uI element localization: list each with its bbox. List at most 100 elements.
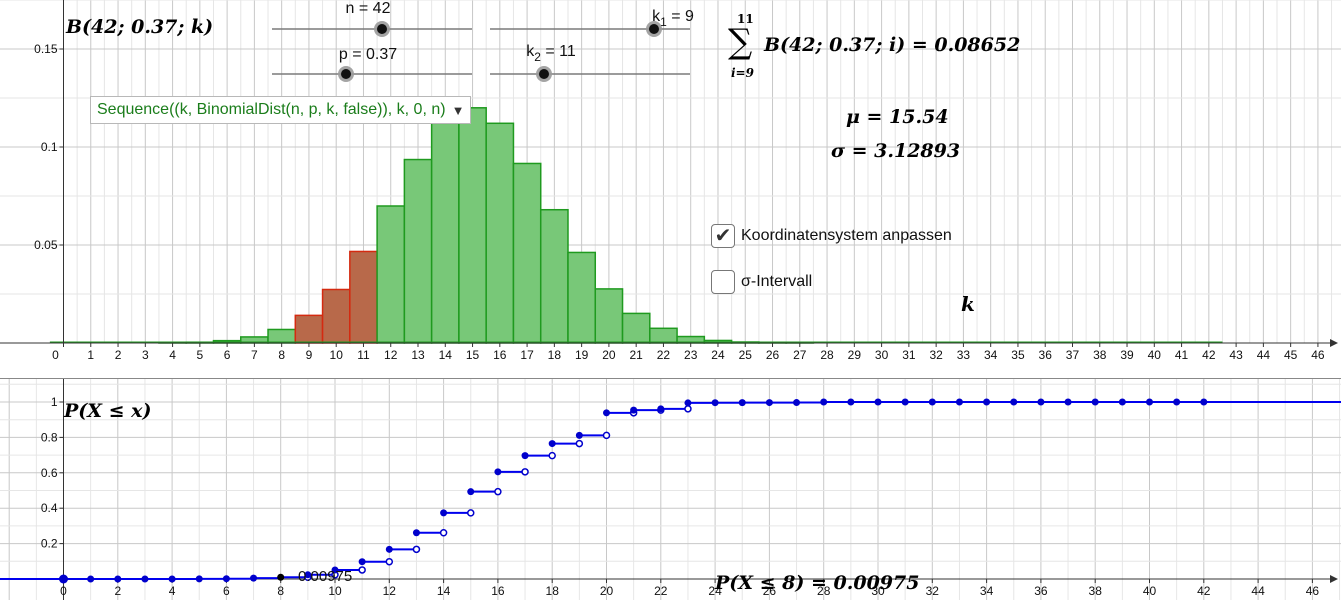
histogram-bar[interactable]	[349, 250, 378, 344]
top-x-tick-label: 45	[1284, 348, 1298, 362]
cdf-point[interactable]	[168, 575, 176, 583]
cumulative-distribution-panel[interactable]: 0 2 4 6 8 10 12 14 16 18 20 22 24 26 28 30 32 34 36 38 40 42 4…	[0, 378, 1341, 600]
top-x-tick-label: 28	[820, 348, 834, 362]
histogram-bar[interactable]	[376, 205, 406, 344]
cdf-point[interactable]	[955, 398, 963, 406]
cdf-point[interactable]	[331, 566, 339, 574]
slider-knob[interactable]	[341, 69, 351, 79]
cdf-point[interactable]	[385, 545, 393, 553]
cdf-point[interactable]	[548, 440, 556, 448]
cdf-point[interactable]	[874, 398, 882, 406]
histogram-bar[interactable]	[594, 288, 624, 344]
bottom-x-tick-label: 2	[114, 584, 121, 598]
cdf-point[interactable]	[1037, 398, 1045, 406]
histogram-bar[interactable]	[649, 327, 678, 344]
cdf-point[interactable]	[250, 574, 258, 582]
histogram-bar[interactable]	[267, 328, 297, 344]
cdf-point[interactable]	[412, 529, 420, 537]
cdf-point[interactable]	[1010, 398, 1018, 406]
checkbox-box[interactable]	[711, 270, 735, 294]
cdf-point[interactable]	[1064, 398, 1072, 406]
cdf-point[interactable]	[928, 398, 936, 406]
binomial-histogram-panel[interactable]: 0 1 2 3 4 5 6 7 8 9 10 11 12 13 14 15 16 17 18 19 20 21 22 23 24…	[0, 0, 1341, 378]
cdf-point[interactable]	[820, 398, 828, 406]
top-x-tick-label: 29	[848, 348, 862, 362]
check-icon[interactable]: ✔	[711, 224, 735, 248]
top-x-tick-label: 36	[1039, 348, 1053, 362]
top-x-tick-label: 27	[793, 348, 807, 362]
checkbox-koordinatensystem[interactable]: ✔ Koordinatensystem anpassen	[711, 224, 952, 248]
cdf-point[interactable]	[901, 398, 909, 406]
slider-n[interactable]: n = 42	[272, 0, 472, 37]
cdf-point[interactable]	[1200, 398, 1208, 406]
slider-knob[interactable]	[377, 24, 387, 34]
cdf-point[interactable]	[711, 399, 719, 407]
cdf-point[interactable]	[630, 406, 638, 414]
bottom-x-tick-label: 12	[383, 584, 397, 598]
slider-k2[interactable]: k2 = 11	[490, 43, 690, 82]
cdf-point[interactable]	[684, 399, 692, 407]
cdf-open-point	[684, 405, 692, 413]
cdf-point[interactable]	[521, 452, 529, 460]
cdf-point[interactable]	[738, 399, 746, 407]
cdf-point[interactable]	[793, 399, 801, 407]
histogram-bar[interactable]	[430, 122, 460, 344]
top-x-tick-label: 4	[169, 348, 176, 362]
cdf-point[interactable]	[1118, 398, 1126, 406]
checkbox-sigma-intervall[interactable]: σ-Intervall	[711, 270, 812, 294]
histogram-bar[interactable]	[458, 107, 487, 344]
bottom-x-tick-label: 22	[654, 584, 668, 598]
sum-sigma-symbol: ∑	[728, 22, 753, 62]
slider-knob[interactable]	[649, 24, 659, 34]
top-x-tick-label: 31	[902, 348, 916, 362]
cdf-point[interactable]	[59, 574, 68, 584]
cdf-point[interactable]	[467, 488, 475, 496]
histogram-bar[interactable]	[294, 314, 324, 344]
cdf-point[interactable]	[141, 575, 149, 583]
top-x-tick-label: 40	[1148, 348, 1162, 362]
cdf-point[interactable]	[603, 409, 610, 417]
cdf-point[interactable]	[575, 431, 583, 439]
standard-deviation-value: σ = 3.12893	[831, 140, 961, 162]
cdf-point[interactable]	[1146, 398, 1153, 406]
cdf-point[interactable]	[87, 575, 95, 583]
histogram-bar[interactable]	[621, 312, 651, 344]
bottom-y-tick-label: 0.8	[41, 430, 58, 444]
dropdown-arrow-icon[interactable]: ▼	[451, 102, 465, 118]
command-input-box[interactable]: Sequence((k, BinomialDist(n, p, k, false…	[90, 96, 472, 124]
cdf-open-point	[575, 439, 584, 448]
histogram-bar[interactable]	[485, 122, 515, 344]
cdf-point[interactable]	[1173, 398, 1181, 406]
cdf-point[interactable]	[277, 573, 285, 581]
cdf-point[interactable]	[114, 575, 122, 583]
bottom-x-tick-label: 40	[1143, 584, 1157, 598]
slider-k1[interactable]: k1 = 9	[490, 8, 694, 37]
cdf-point[interactable]	[983, 398, 991, 406]
cdf-point[interactable]	[358, 558, 366, 566]
histogram-bar[interactable]	[403, 158, 433, 344]
histogram-bar[interactable]	[567, 251, 597, 344]
histogram-bar[interactable]	[539, 208, 569, 344]
top-x-tick-label: 13	[411, 348, 425, 362]
cdf-point[interactable]	[195, 575, 203, 583]
bottom-y-tick-label: 0.2	[41, 537, 58, 551]
bottom-x-tick-label: 18	[546, 584, 560, 598]
bottom-x-tick-label: 20	[600, 584, 614, 598]
slider-knob[interactable]	[539, 69, 549, 79]
cdf-point[interactable]	[222, 575, 230, 583]
bottom-x-tick-label: 32	[926, 584, 940, 598]
cdf-point[interactable]	[847, 398, 855, 406]
slider-p[interactable]: p = 0.37	[272, 46, 472, 82]
top-x-tick-label: 19	[575, 348, 589, 362]
cdf-point[interactable]	[657, 405, 665, 413]
cdf-point[interactable]	[494, 468, 502, 476]
cdf-point[interactable]	[304, 571, 312, 579]
top-x-tick-label: 44	[1257, 348, 1271, 362]
cumulative-probability-annotation: P(X ≤ 8) = 0.00975	[715, 572, 920, 594]
histogram-bar[interactable]	[321, 288, 351, 344]
cdf-point[interactable]	[440, 509, 448, 517]
top-x-axis-arrow-icon	[1330, 339, 1338, 347]
cdf-point[interactable]	[765, 399, 773, 407]
cdf-point[interactable]	[1091, 398, 1099, 406]
histogram-bar[interactable]	[512, 162, 542, 344]
